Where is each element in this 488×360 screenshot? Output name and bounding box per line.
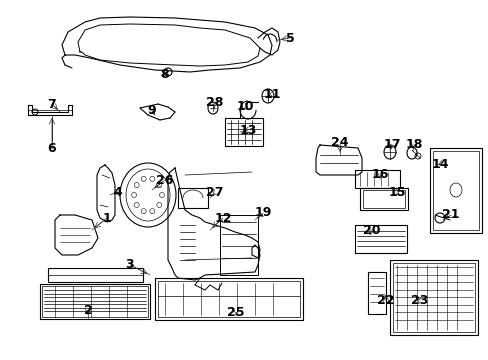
Text: 21: 21 bbox=[441, 208, 459, 221]
Text: 5: 5 bbox=[285, 31, 294, 45]
Text: 8: 8 bbox=[161, 68, 169, 81]
Bar bbox=[367, 272, 385, 314]
Bar bbox=[42, 286, 148, 317]
Text: 18: 18 bbox=[405, 139, 422, 152]
Text: 19: 19 bbox=[254, 207, 271, 220]
Text: 16: 16 bbox=[370, 168, 388, 181]
Bar bbox=[40, 284, 150, 319]
Text: 2: 2 bbox=[83, 303, 92, 316]
Bar bbox=[354, 170, 399, 188]
Bar bbox=[432, 151, 478, 230]
Text: 11: 11 bbox=[263, 89, 280, 102]
Bar bbox=[354, 225, 406, 253]
Bar bbox=[178, 188, 207, 208]
Bar bbox=[359, 188, 407, 210]
Text: 23: 23 bbox=[410, 293, 428, 306]
Text: 10: 10 bbox=[236, 100, 253, 113]
Text: 6: 6 bbox=[48, 141, 56, 154]
Bar bbox=[224, 118, 263, 146]
Text: 14: 14 bbox=[430, 158, 448, 171]
Text: 22: 22 bbox=[376, 293, 394, 306]
Bar bbox=[362, 190, 404, 208]
Bar bbox=[220, 215, 258, 275]
Bar bbox=[158, 281, 299, 317]
Bar bbox=[48, 268, 142, 282]
Bar bbox=[155, 278, 303, 320]
Text: 27: 27 bbox=[206, 186, 224, 199]
Text: 13: 13 bbox=[239, 123, 256, 136]
Text: 20: 20 bbox=[363, 224, 380, 237]
Text: 17: 17 bbox=[383, 139, 400, 152]
Text: 28: 28 bbox=[206, 96, 223, 109]
Text: 1: 1 bbox=[102, 211, 111, 225]
Text: 9: 9 bbox=[147, 104, 156, 117]
Bar bbox=[392, 263, 474, 332]
Bar bbox=[389, 260, 477, 335]
Text: 15: 15 bbox=[387, 186, 405, 199]
Text: 26: 26 bbox=[156, 174, 173, 186]
Text: 3: 3 bbox=[125, 258, 134, 271]
Text: 7: 7 bbox=[47, 98, 56, 111]
Text: 25: 25 bbox=[227, 306, 244, 319]
Text: 12: 12 bbox=[214, 211, 231, 225]
Text: 4: 4 bbox=[113, 185, 122, 198]
Bar bbox=[429, 148, 481, 233]
Text: 24: 24 bbox=[330, 136, 348, 149]
